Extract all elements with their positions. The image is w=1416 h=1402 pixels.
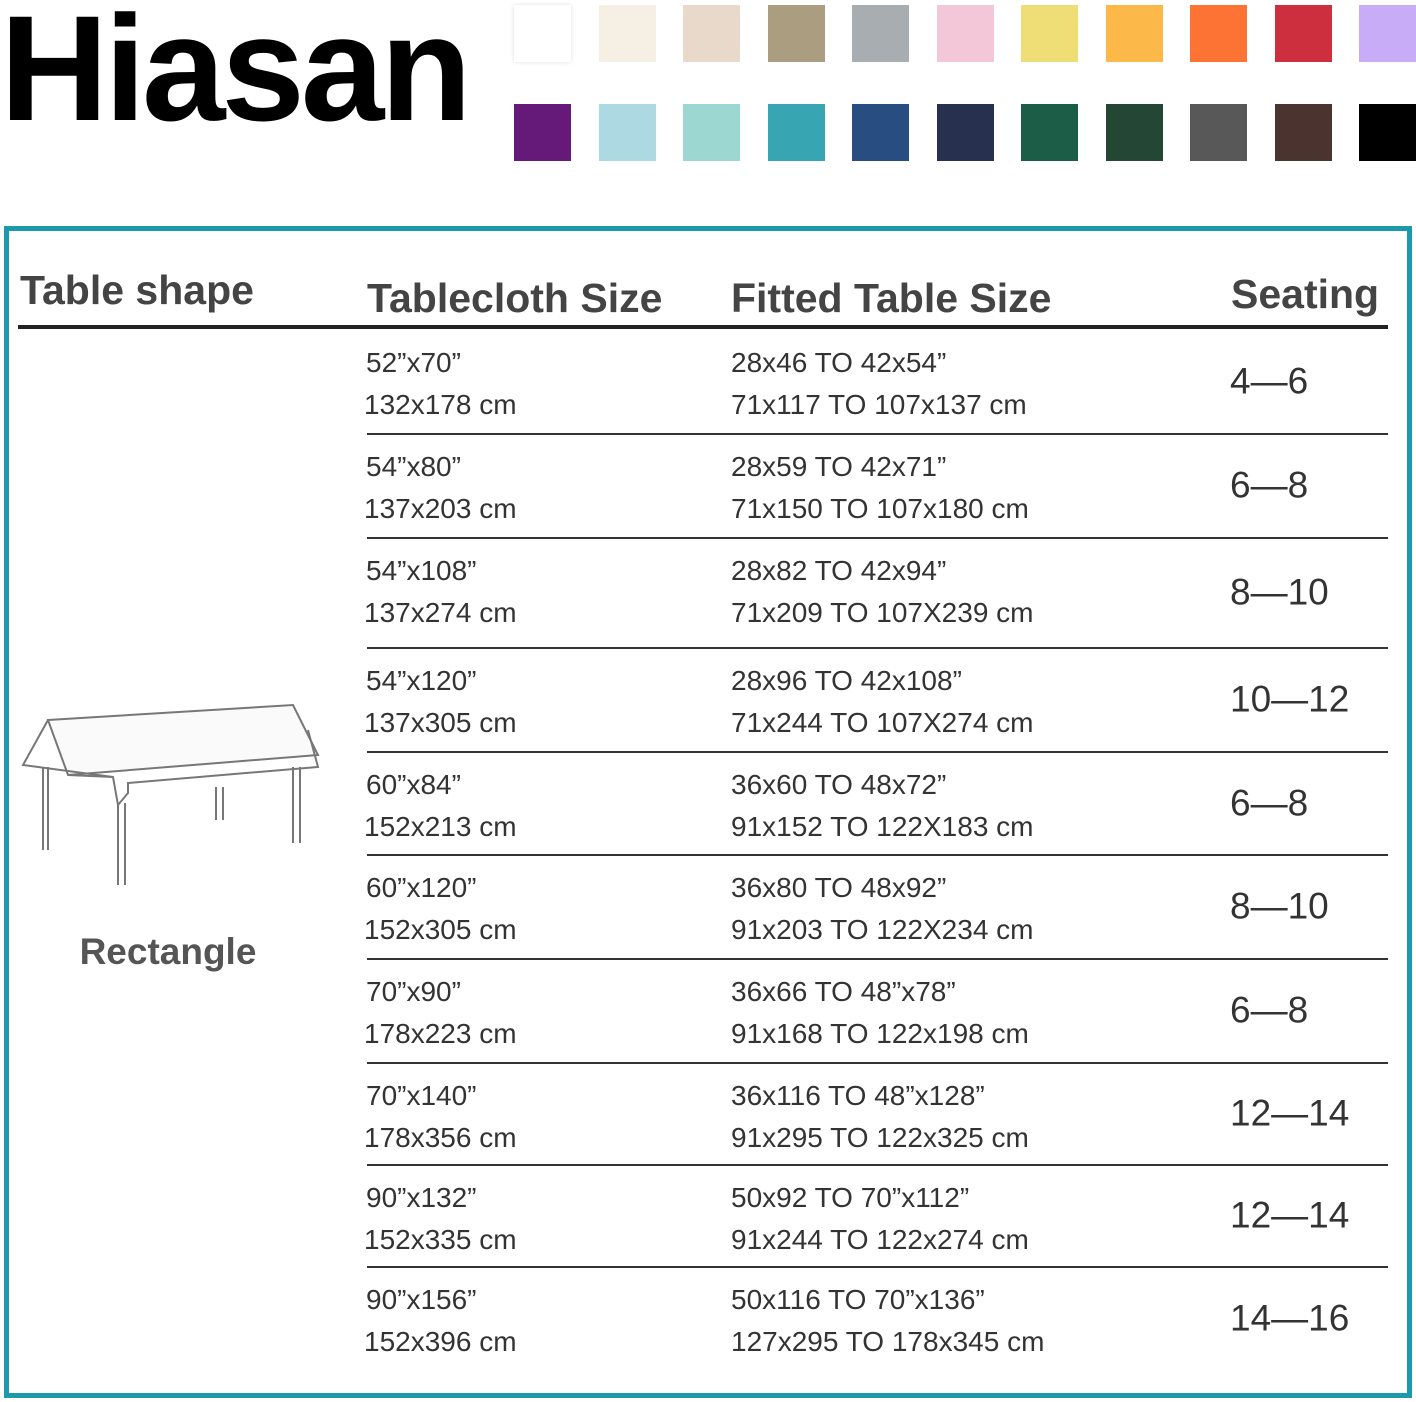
header-cell: Table shape bbox=[20, 267, 254, 313]
color-swatch bbox=[1359, 5, 1416, 62]
fitted-cm: 71x209 TO 107X239 cm bbox=[731, 597, 1034, 628]
header-cell: Seating bbox=[1231, 271, 1380, 317]
fitted-inches: 28x46 TO 42x54” bbox=[731, 347, 947, 378]
color-swatch bbox=[598, 104, 656, 161]
color-swatch bbox=[767, 104, 825, 161]
fitted-inches: 50x116 TO 70”x136” bbox=[731, 1284, 985, 1315]
tablecloth-inches: 52”x70” bbox=[366, 347, 461, 378]
fitted-inches: 28x96 TO 42x108” bbox=[731, 665, 962, 696]
color-swatch bbox=[1105, 5, 1163, 62]
color-swatch bbox=[514, 5, 571, 62]
row-rule bbox=[367, 1164, 1388, 1166]
tablecloth-cm: 137x274 cm bbox=[364, 597, 517, 628]
fitted-cm: 91x152 TO 122X183 cm bbox=[731, 811, 1034, 842]
fitted-cm: 91x168 TO 122x198 cm bbox=[731, 1018, 1029, 1049]
color-swatch bbox=[852, 5, 909, 62]
seating: 10—12 bbox=[1230, 678, 1350, 720]
fitted-cm: 127x295 TO 178x345 cm bbox=[731, 1326, 1045, 1357]
row-rule bbox=[367, 537, 1388, 539]
color-swatch bbox=[1274, 5, 1332, 62]
seating: 4—6 bbox=[1230, 360, 1309, 402]
table-illustration bbox=[21, 703, 320, 885]
fitted-cm: 91x203 TO 122X234 cm bbox=[731, 914, 1034, 945]
tablecloth-cm: 178x223 cm bbox=[364, 1018, 517, 1049]
tablecloth-cm: 137x203 cm bbox=[364, 493, 517, 524]
header-cell: Fitted Table Size bbox=[731, 275, 1052, 321]
tablecloth-inches: 90”x132” bbox=[366, 1182, 477, 1213]
brand-logo: Hiasan bbox=[0, 0, 472, 152]
tablecloth-inches: 60”x84” bbox=[366, 769, 461, 800]
tablecloth-inches: 90”x156” bbox=[366, 1284, 477, 1315]
row-rule bbox=[367, 854, 1388, 856]
fitted-inches: 36x80 TO 48x92” bbox=[731, 872, 947, 903]
seating: 14—16 bbox=[1230, 1297, 1350, 1338]
row-rule bbox=[367, 647, 1388, 649]
seating: 6—8 bbox=[1230, 464, 1309, 506]
tablecloth-cm: 137x305 cm bbox=[364, 707, 517, 738]
seating: 12—14 bbox=[1230, 1092, 1350, 1134]
color-swatch bbox=[598, 5, 656, 62]
seating: 12—14 bbox=[1230, 1194, 1350, 1236]
fitted-inches: 28x59 TO 42x71” bbox=[731, 451, 947, 482]
row-rule bbox=[367, 958, 1388, 960]
tablecloth-inches: 54”x108” bbox=[366, 555, 477, 586]
color-swatch bbox=[852, 104, 909, 161]
seating: 6—8 bbox=[1230, 782, 1309, 823]
fitted-cm: 71x244 TO 107X274 cm bbox=[731, 707, 1034, 738]
tablecloth-cm: 152x335 cm bbox=[364, 1224, 517, 1255]
color-swatch bbox=[1021, 104, 1078, 161]
tablecloth-inches: 70”x140” bbox=[366, 1080, 477, 1111]
fitted-cm: 71x117 TO 107x137 cm bbox=[731, 389, 1027, 420]
color-swatch bbox=[1359, 104, 1416, 161]
seating: 6—8 bbox=[1230, 989, 1309, 1031]
row-rule bbox=[367, 1062, 1388, 1064]
tablecloth-cm: 178x356 cm bbox=[364, 1122, 517, 1153]
shape-label: Rectangle bbox=[79, 931, 257, 972]
color-swatch bbox=[1190, 5, 1247, 62]
color-swatch bbox=[1105, 104, 1163, 161]
tablecloth-cm: 152x213 cm bbox=[364, 811, 517, 842]
color-swatch bbox=[1021, 5, 1078, 62]
color-swatch bbox=[683, 5, 740, 62]
tablecloth-cm: 132x178 cm bbox=[364, 389, 517, 420]
fitted-inches: 36x116 TO 48”x128” bbox=[731, 1080, 985, 1111]
header-rule bbox=[18, 325, 1388, 329]
fitted-inches: 36x60 TO 48x72” bbox=[731, 769, 947, 800]
header-cell: Tablecloth Size bbox=[367, 275, 663, 321]
color-swatch bbox=[767, 5, 825, 62]
tablecloth-cm: 152x305 cm bbox=[364, 914, 517, 945]
seating: 8—10 bbox=[1230, 885, 1329, 927]
color-swatch bbox=[1190, 104, 1247, 161]
fitted-inches: 36x66 TO 48”x78” bbox=[731, 976, 956, 1007]
color-swatch bbox=[936, 104, 994, 161]
row-rule bbox=[367, 1266, 1388, 1268]
row-rule bbox=[367, 433, 1388, 435]
tablecloth-inches: 70”x90” bbox=[366, 976, 461, 1007]
fitted-inches: 28x82 TO 42x94” bbox=[731, 555, 947, 586]
fitted-cm: 91x295 TO 122x325 cm bbox=[731, 1122, 1029, 1153]
fitted-cm: 91x244 TO 122x274 cm bbox=[731, 1224, 1029, 1255]
tablecloth-inches: 54”x120” bbox=[366, 665, 477, 696]
color-swatch bbox=[936, 5, 994, 62]
tablecloth-inches: 54”x80” bbox=[366, 451, 461, 482]
color-swatch bbox=[683, 104, 740, 161]
tablecloth-inches: 60”x120” bbox=[366, 872, 477, 903]
table-frame bbox=[4, 226, 1412, 1398]
color-swatch bbox=[1274, 104, 1332, 161]
row-rule bbox=[367, 751, 1388, 753]
fitted-inches: 50x92 TO 70”x112” bbox=[731, 1182, 970, 1213]
fitted-cm: 71x150 TO 107x180 cm bbox=[731, 493, 1029, 524]
tablecloth-cm: 152x396 cm bbox=[364, 1326, 517, 1357]
color-swatch bbox=[514, 104, 571, 161]
seating: 8—10 bbox=[1230, 571, 1329, 613]
